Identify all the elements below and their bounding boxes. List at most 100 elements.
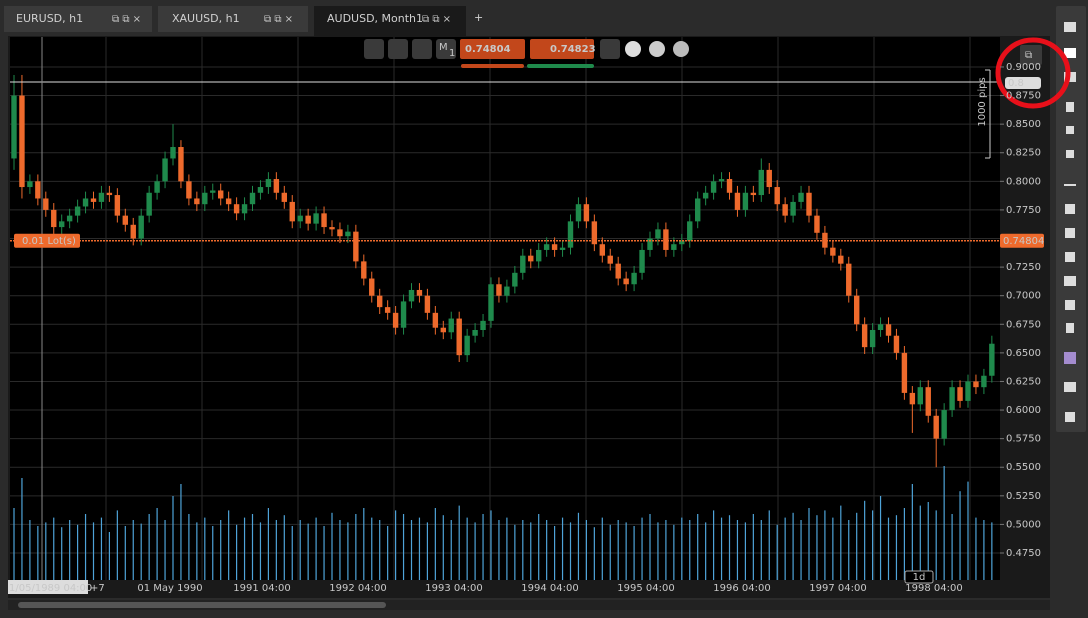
volume-bar [275,520,277,580]
buy-price[interactable]: 0.74823 [550,44,596,55]
volume-bar [800,520,802,580]
volume-bar [848,520,850,580]
active-tab[interactable] [314,6,466,36]
candle-body [734,192,741,210]
candle-body [520,255,526,273]
sell-price[interactable]: 0.74804 [465,44,511,55]
layout-tool[interactable] [1064,22,1076,32]
rectangle-tool[interactable] [1064,276,1076,286]
sentiment-button[interactable] [649,41,665,57]
zoom-button[interactable] [364,39,384,59]
timeframe-button[interactable] [436,39,456,59]
x-tick-label: 1992 04:00 [329,583,386,594]
detach-button[interactable] [1020,45,1042,65]
volume-bar [482,514,484,580]
volume-bar [387,526,389,580]
tab[interactable] [4,6,152,32]
tools-button[interactable] [388,39,408,59]
volume-bar [363,508,365,580]
position-label[interactable]: 0.01 Lot(s) [22,236,76,247]
candle-body [281,192,287,202]
volume-bar [180,484,182,580]
candle-body [687,221,693,241]
y-tick-label: 0.8500 [1006,119,1041,130]
volume-bar [840,505,842,580]
tab-label[interactable]: EURUSD, h1 [16,12,83,25]
volume-bar [872,510,874,580]
list-button[interactable] [600,39,620,59]
volume-bar [77,524,79,580]
candle-body [74,206,81,216]
tab-label[interactable]: AUDUSD, Month1 [327,12,423,25]
volume-bar [760,520,762,580]
tab-label[interactable]: XAUUSD, h1 [172,12,240,25]
candle-body [671,244,677,250]
tab-icons[interactable]: ⧉ ⧉ × [112,14,141,25]
volume-bar [879,496,882,580]
volume-bar [434,508,436,580]
volume-bar [100,517,103,580]
volume-bar [967,481,969,580]
tab[interactable] [158,6,308,32]
text-tool[interactable] [1066,323,1074,333]
position-box[interactable] [14,233,80,248]
pointer-tool[interactable] [1066,102,1074,112]
volume-bar [665,520,667,580]
candle-body [321,213,327,228]
channel-tool[interactable] [1065,252,1075,262]
volume-bar [744,522,746,580]
volume-bar [649,514,651,580]
pitchfork-tool[interactable] [1065,228,1075,238]
volume-bar [259,522,262,580]
timeframe-number[interactable]: 1 [449,48,455,59]
candle-body [885,324,892,336]
candle-body [496,284,502,296]
zoom-label[interactable]: 1d [913,572,926,583]
fibonacci-tool[interactable] [1065,204,1075,214]
buy-button[interactable] [530,39,594,59]
volume-bar [856,512,858,580]
chart-type-button[interactable] [412,39,432,59]
volume-bar [108,532,110,580]
volume-bar [124,526,126,580]
candle-body [353,231,359,262]
current-price-box [1000,233,1044,248]
volume-bar [864,500,866,580]
candle-body [369,278,375,296]
trader-button[interactable] [673,41,689,57]
candle-body [424,295,431,313]
shape-tool[interactable] [1065,300,1075,310]
volume-bar [577,512,580,580]
tab-icons[interactable]: ⧉ ⧉ × [422,14,451,25]
screenshot-tool[interactable] [1064,382,1076,392]
alert-tool[interactable] [1065,412,1075,422]
new-tab[interactable]: + [474,11,483,24]
candle-body [599,244,605,256]
timeframe-letter[interactable]: M [439,42,448,53]
volume-bar [220,520,222,580]
volume-bar [307,523,309,580]
candle-body [456,318,462,356]
zoom-tool[interactable] [1066,150,1074,158]
color-tool[interactable] [1064,352,1076,364]
volume-bar [21,478,23,580]
candle-body [440,327,446,333]
sell-button[interactable] [460,39,525,59]
volume-bar [339,520,341,580]
zoom-box[interactable] [904,570,934,584]
share-button[interactable] [625,41,641,57]
single-chart-tool[interactable] [1064,48,1076,58]
volume-bar [498,520,500,580]
scrollbar-thumb[interactable] [18,602,386,608]
crosshair-tool[interactable] [1066,126,1074,134]
y-tick-label: 0.6750 [1006,319,1041,330]
tab-icons[interactable]: ⧉ ⧉ × [264,14,293,25]
volume-bar [561,517,564,580]
detach-icon[interactable]: ⧉ [1025,50,1032,61]
candle-body [480,320,486,331]
volume-bar [927,502,929,580]
volume-bar [697,514,699,580]
line-tool[interactable] [1064,184,1076,186]
candle-body [551,244,558,250]
candle-body [933,415,939,439]
